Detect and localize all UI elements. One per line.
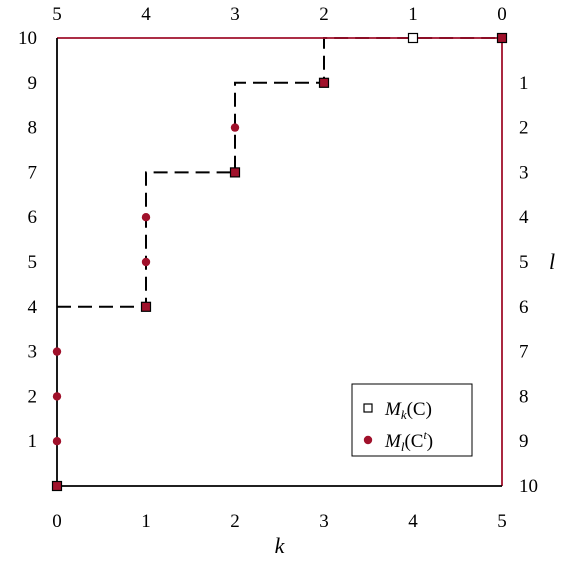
right-axis-label: l — [549, 249, 555, 274]
circle-point — [141, 257, 151, 267]
legend-box — [351, 383, 473, 457]
legend-label: Mk(C) — [384, 399, 432, 422]
legend-square-marker — [363, 403, 373, 413]
square-point — [140, 301, 152, 312]
x-top-tick-label: 3 — [230, 4, 240, 25]
square-point — [51, 480, 63, 492]
y-left-tick-label: 2 — [28, 386, 38, 407]
y-right-tick-label: 8 — [519, 386, 529, 407]
legend-circle-marker — [363, 435, 373, 445]
x-tick-label: 0 — [52, 511, 62, 532]
legend-label: Ml(Ct) — [384, 428, 433, 454]
x-tick-label: 3 — [319, 511, 329, 532]
x-top-tick-label: 1 — [408, 4, 418, 25]
x-top-tick-label: 0 — [497, 4, 507, 25]
y-left-tick-label: 8 — [28, 118, 38, 139]
circle-point — [52, 392, 62, 401]
data-points — [51, 32, 508, 492]
circle-point — [230, 123, 240, 132]
plot-frame — [56, 37, 503, 487]
y-right-tick-label: 3 — [519, 162, 529, 183]
y-left-tick-label: 10 — [18, 28, 37, 49]
circle-point — [52, 437, 62, 446]
legend: Mk(C) Ml(Ct) — [351, 383, 473, 457]
x-top-tick-label: 4 — [141, 4, 151, 25]
square-point — [318, 77, 330, 88]
y-right-tick-label: 9 — [519, 431, 529, 452]
y-right-tick-label: 7 — [519, 342, 529, 363]
x-top-tick-label: 5 — [52, 4, 62, 25]
staircase-line — [57, 37, 502, 308]
x-tick-label: 2 — [230, 511, 240, 532]
circle-point — [52, 347, 62, 356]
y-left-tick-label: 3 — [28, 342, 38, 363]
y-left-tick-label: 7 — [28, 162, 38, 183]
y-axis-right-ticks: 1 2 3 4 5 6 7 8 9 10 — [519, 73, 538, 497]
x-axis-bottom-ticks: 0 1 2 3 4 5 — [52, 511, 507, 532]
square-point — [496, 32, 508, 44]
y-right-tick-label: 2 — [519, 118, 529, 139]
y-right-tick-label: 10 — [519, 476, 538, 497]
x-top-tick-label: 2 — [319, 4, 329, 25]
y-right-tick-label: 6 — [519, 297, 529, 318]
x-axis-top-ticks: 5 4 3 2 1 0 — [52, 4, 507, 25]
circle-point — [141, 213, 151, 222]
y-right-tick-label: 4 — [519, 207, 529, 228]
y-axis-left-ticks: 1 2 3 4 5 6 7 8 9 10 — [18, 28, 38, 452]
y-left-tick-label: 4 — [28, 297, 38, 318]
y-left-tick-label: 6 — [28, 207, 38, 228]
x-tick-label: 5 — [497, 511, 507, 532]
x-tick-label: 1 — [141, 511, 151, 532]
square-point — [407, 32, 419, 44]
y-right-tick-label: 5 — [519, 252, 529, 273]
square-point — [229, 167, 241, 178]
y-left-tick-label: 9 — [28, 73, 38, 94]
x-axis-label: k — [275, 533, 286, 558]
x-tick-label: 4 — [408, 511, 418, 532]
y-left-tick-label: 5 — [28, 252, 38, 273]
staircase-layer — [57, 37, 502, 308]
y-right-tick-label: 1 — [519, 73, 529, 94]
y-left-tick-label: 1 — [28, 431, 38, 452]
